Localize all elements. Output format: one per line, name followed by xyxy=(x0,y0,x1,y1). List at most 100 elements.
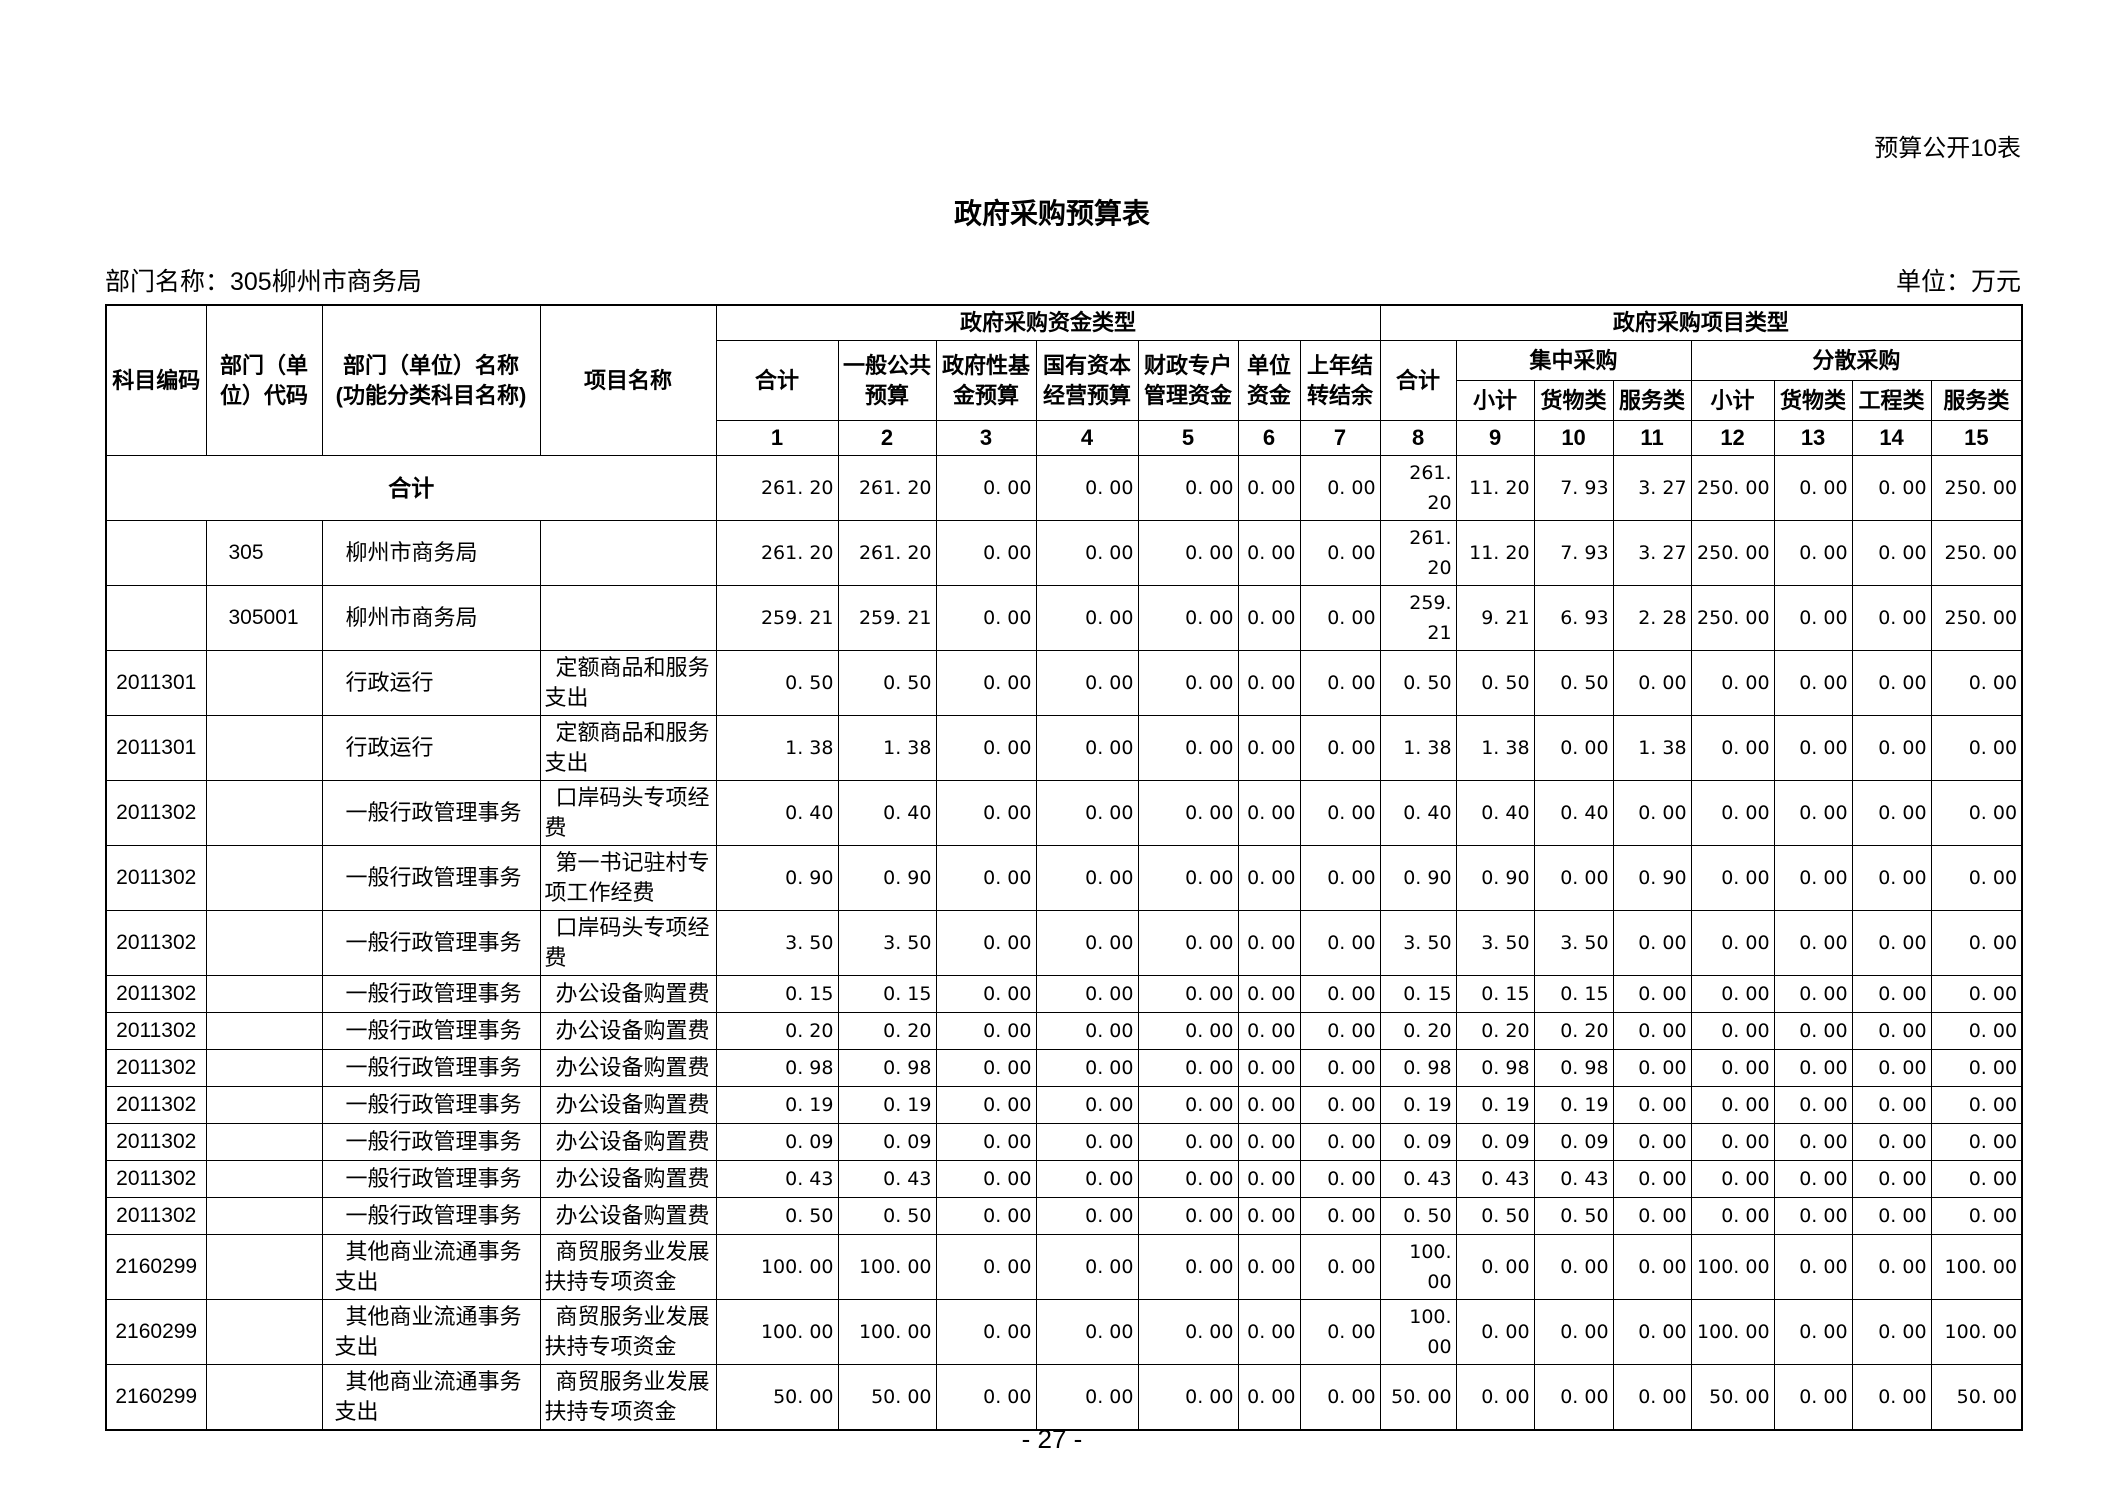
dept-code-cell xyxy=(205,975,323,1013)
value-cell: 0. 00 xyxy=(1773,585,1853,651)
value-cell: 0. 00 xyxy=(1237,1160,1301,1198)
value-cell: 0. 00 xyxy=(1851,1049,1932,1087)
value-cell: 0. 00 xyxy=(1773,1123,1853,1161)
value-cell: 0. 00 xyxy=(935,455,1037,521)
table-row: 2011302 一般行政管理事务 办公设备购置费 0. 20 0. 20 0. 00 0. … xyxy=(105,1012,2023,1050)
value-cell: 0. 00 xyxy=(1773,1299,1853,1365)
value-cell: 250. 00 xyxy=(1930,520,2023,586)
page-number: - 27 - xyxy=(1021,1424,1083,1454)
value-cell: 0. 00 xyxy=(935,1123,1037,1161)
value-cell: 0. 00 xyxy=(1137,845,1239,911)
dept-code-cell xyxy=(205,650,323,716)
value-cell: 0. 40 xyxy=(837,780,937,846)
value-cell: 0. 00 xyxy=(1690,650,1775,716)
value-cell: 0. 00 xyxy=(1851,1299,1932,1365)
value-cell: 250. 00 xyxy=(1690,585,1775,651)
value-cell: 0. 00 xyxy=(1930,1123,2023,1161)
value-cell: 0. 00 xyxy=(1612,780,1692,846)
subject-code-cell: 2011302 xyxy=(105,780,207,846)
dept-name-cell: 一般行政管理事务 xyxy=(321,845,541,911)
value-cell: 1. 38 xyxy=(1612,715,1692,781)
column-number: 2 xyxy=(837,420,937,456)
value-cell: 0. 50 xyxy=(1533,650,1614,716)
unit-label: 单位：万元 xyxy=(1895,268,2021,296)
table-row: 305 柳州市商务局 261. 20 261. 20 0. 00 0. 00 0. 00 0.… xyxy=(105,520,2023,586)
value-cell: 0. 00 xyxy=(1773,910,1853,976)
value-cell: 0. 15 xyxy=(837,975,937,1013)
dept-name-cell: 一般行政管理事务 xyxy=(321,1160,541,1198)
value-cell: 0. 00 xyxy=(1773,455,1853,521)
value-cell: 50. 00 xyxy=(715,1364,839,1431)
page-title: 政府采购预算表 xyxy=(953,198,1150,229)
value-cell: 0. 00 xyxy=(1773,1234,1853,1300)
value-cell: 0. 00 xyxy=(1930,975,2023,1013)
value-cell: 0. 00 xyxy=(1137,650,1239,716)
value-cell: 0. 00 xyxy=(1035,975,1139,1013)
column-number: 10 xyxy=(1533,420,1614,456)
value-cell: 0. 40 xyxy=(1455,780,1535,846)
value-cell: 0. 00 xyxy=(1035,910,1139,976)
value-cell: 0. 00 xyxy=(1035,1197,1139,1235)
project-name-cell: 口岸码头专项经费 xyxy=(539,910,717,976)
subject-code-cell: 2011302 xyxy=(105,1197,207,1235)
value-cell: 0. 00 xyxy=(1035,715,1139,781)
value-cell: 0. 00 xyxy=(1690,1049,1775,1087)
value-cell: 0. 00 xyxy=(1773,780,1853,846)
value-cell: 0. 50 xyxy=(1379,1197,1457,1235)
dept-code-cell xyxy=(205,845,323,911)
table-row: 2011301 行政运行 定额商品和服务支出 0. 50 0. 50 0. 00 0. 00… xyxy=(105,650,2023,716)
value-cell: 0. 43 xyxy=(1379,1160,1457,1198)
value-cell: 0. 50 xyxy=(1379,650,1457,716)
value-cell: 0. 20 xyxy=(1455,1012,1535,1050)
value-cell: 0. 00 xyxy=(935,715,1037,781)
value-cell: 0. 00 xyxy=(1690,845,1775,911)
value-cell: 0. 00 xyxy=(1137,910,1239,976)
value-cell: 0. 00 xyxy=(1299,1364,1381,1431)
value-cell: 2. 28 xyxy=(1612,585,1692,651)
value-cell: 0. 00 xyxy=(1851,1012,1932,1050)
value-cell: 0. 00 xyxy=(935,1234,1037,1300)
value-cell: 0. 00 xyxy=(935,1012,1037,1050)
subject-code-cell: 2011302 xyxy=(105,910,207,976)
dept-name-cell: 一般行政管理事务 xyxy=(321,975,541,1013)
value-cell: 0. 00 xyxy=(935,1086,1037,1124)
value-cell: 0. 00 xyxy=(1137,1364,1239,1431)
value-cell: 100. 00 xyxy=(1930,1299,2023,1365)
value-cell: 0. 00 xyxy=(1612,1049,1692,1087)
project-name-cell: 办公设备购置费 xyxy=(539,1012,717,1050)
value-cell: 0. 90 xyxy=(837,845,937,911)
value-cell: 0. 00 xyxy=(935,1299,1037,1365)
value-cell: 0. 00 xyxy=(1773,1086,1853,1124)
value-cell: 0. 00 xyxy=(1851,780,1932,846)
project-name-cell: 办公设备购置费 xyxy=(539,1160,717,1198)
value-cell: 0. 00 xyxy=(1690,910,1775,976)
value-cell: 0. 00 xyxy=(1035,520,1139,586)
value-cell: 0. 00 xyxy=(1137,1197,1239,1235)
table-row: 2160299 其他商业流通事务支出 商贸服务业发展扶持专项资金 100. 00 100… xyxy=(105,1234,2023,1300)
table-row: 2011302 一般行政管理事务 办公设备购置费 0. 09 0. 09 0. 00 0. … xyxy=(105,1123,2023,1161)
value-cell: 0. 19 xyxy=(1455,1086,1535,1124)
value-cell: 0. 00 xyxy=(1930,715,2023,781)
value-cell: 0. 15 xyxy=(1379,975,1457,1013)
project-name-cell: 商贸服务业发展扶持专项资金 xyxy=(539,1299,717,1365)
dept-name-cell: 一般行政管理事务 xyxy=(321,1012,541,1050)
value-cell: 0. 00 xyxy=(1035,1364,1139,1431)
value-cell: 0. 00 xyxy=(1773,845,1853,911)
meta-row: 部门名称：305柳州市商务局 单位：万元 xyxy=(105,262,2021,298)
department-name-label: 部门名称：305柳州市商务局 xyxy=(105,268,422,296)
column-number: 13 xyxy=(1773,420,1853,456)
value-cell: 3. 27 xyxy=(1612,520,1692,586)
value-cell: 261. 20 xyxy=(837,520,937,586)
header-dec-services: 服务类 xyxy=(1930,380,2023,421)
value-cell: 250. 00 xyxy=(1690,455,1775,521)
value-cell: 0. 00 xyxy=(1773,650,1853,716)
value-cell: 0. 00 xyxy=(1690,1086,1775,1124)
header-project-name: 项目名称 xyxy=(539,304,717,456)
header-dept-code: 部门（单位）代码 xyxy=(205,304,323,456)
dept-code-cell xyxy=(205,1160,323,1198)
value-cell: 0. 00 xyxy=(1237,1197,1301,1235)
value-cell: 0. 00 xyxy=(935,1197,1037,1235)
project-name-cell: 办公设备购置费 xyxy=(539,1197,717,1235)
header-dec-engineering: 工程类 xyxy=(1851,380,1932,421)
column-number: 12 xyxy=(1690,420,1775,456)
